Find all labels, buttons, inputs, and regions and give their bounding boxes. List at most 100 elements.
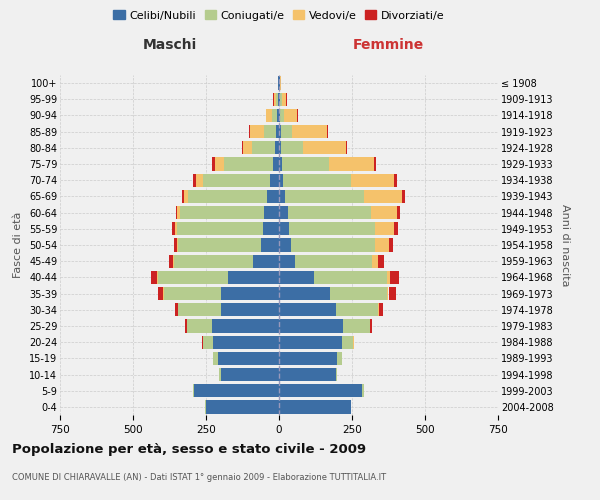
Text: Maschi: Maschi bbox=[142, 38, 197, 52]
Bar bbox=[188, 190, 268, 203]
Bar bbox=[288, 206, 371, 220]
Bar bbox=[364, 190, 401, 203]
Bar bbox=[158, 270, 228, 284]
Bar bbox=[187, 320, 212, 332]
Bar bbox=[196, 174, 203, 187]
Bar bbox=[176, 206, 178, 220]
Bar bbox=[270, 174, 279, 187]
Bar bbox=[280, 109, 284, 122]
Bar bbox=[279, 141, 281, 154]
Bar bbox=[263, 222, 279, 235]
Bar bbox=[350, 400, 352, 413]
Bar bbox=[242, 141, 244, 154]
Bar bbox=[266, 109, 272, 122]
Bar bbox=[280, 92, 281, 106]
Bar bbox=[276, 125, 279, 138]
Bar bbox=[376, 238, 389, 252]
Bar bbox=[282, 158, 329, 170]
Bar bbox=[206, 400, 279, 413]
Bar bbox=[279, 400, 350, 413]
Bar bbox=[221, 287, 279, 300]
Bar bbox=[336, 368, 337, 381]
Bar bbox=[164, 287, 221, 300]
Bar bbox=[281, 141, 303, 154]
Y-axis label: Fasce di età: Fasce di età bbox=[13, 212, 23, 278]
Bar bbox=[389, 287, 396, 300]
Bar bbox=[275, 141, 279, 154]
Bar bbox=[169, 254, 173, 268]
Text: Popolazione per età, sesso e stato civile - 2009: Popolazione per età, sesso e stato civil… bbox=[12, 442, 366, 456]
Text: COMUNE DI CHIARAVALLE (AN) - Dati ISTAT 1° gennaio 2009 - Elaborazione TUTTITALI: COMUNE DI CHIARAVALLE (AN) - Dati ISTAT … bbox=[12, 472, 386, 482]
Bar bbox=[212, 158, 215, 170]
Bar bbox=[177, 222, 263, 235]
Bar bbox=[151, 270, 157, 284]
Bar bbox=[272, 109, 277, 122]
Bar bbox=[279, 287, 330, 300]
Bar bbox=[285, 190, 364, 203]
Bar bbox=[279, 206, 288, 220]
Bar bbox=[281, 125, 292, 138]
Bar bbox=[279, 336, 342, 349]
Bar bbox=[379, 303, 383, 316]
Bar bbox=[378, 303, 379, 316]
Bar bbox=[228, 270, 279, 284]
Bar bbox=[177, 238, 178, 252]
Bar bbox=[290, 238, 376, 252]
Bar bbox=[174, 254, 253, 268]
Bar bbox=[283, 174, 350, 187]
Bar bbox=[214, 336, 279, 349]
Bar bbox=[279, 125, 281, 138]
Bar bbox=[337, 352, 342, 365]
Bar bbox=[250, 125, 265, 138]
Bar bbox=[279, 320, 343, 332]
Bar bbox=[389, 238, 393, 252]
Bar bbox=[370, 320, 371, 332]
Bar bbox=[350, 174, 394, 187]
Bar bbox=[180, 206, 265, 220]
Bar bbox=[182, 190, 184, 203]
Bar bbox=[219, 368, 221, 381]
Bar bbox=[362, 384, 364, 398]
Bar bbox=[276, 92, 278, 106]
Bar bbox=[221, 368, 279, 381]
Bar bbox=[244, 141, 252, 154]
Bar bbox=[280, 76, 281, 90]
Bar bbox=[279, 92, 280, 106]
Bar bbox=[279, 270, 314, 284]
Bar bbox=[262, 238, 279, 252]
Bar bbox=[279, 174, 283, 187]
Bar bbox=[178, 303, 221, 316]
Bar bbox=[292, 125, 326, 138]
Bar bbox=[205, 400, 206, 413]
Bar bbox=[279, 352, 337, 365]
Bar bbox=[279, 254, 295, 268]
Bar bbox=[203, 174, 270, 187]
Bar bbox=[193, 384, 194, 398]
Bar bbox=[194, 384, 279, 398]
Bar bbox=[277, 109, 279, 122]
Bar bbox=[273, 158, 279, 170]
Bar bbox=[214, 352, 218, 365]
Bar bbox=[394, 222, 398, 235]
Bar bbox=[278, 92, 279, 106]
Bar bbox=[371, 206, 397, 220]
Bar bbox=[376, 222, 394, 235]
Bar bbox=[336, 303, 378, 316]
Bar bbox=[268, 190, 279, 203]
Bar bbox=[203, 336, 214, 349]
Bar bbox=[387, 270, 390, 284]
Bar bbox=[330, 287, 387, 300]
Bar bbox=[279, 109, 280, 122]
Bar bbox=[401, 190, 404, 203]
Bar bbox=[289, 222, 376, 235]
Bar bbox=[279, 158, 282, 170]
Bar bbox=[279, 303, 336, 316]
Bar bbox=[279, 384, 362, 398]
Bar bbox=[212, 320, 279, 332]
Bar bbox=[178, 238, 262, 252]
Bar bbox=[184, 190, 188, 203]
Bar bbox=[279, 368, 336, 381]
Bar bbox=[178, 206, 180, 220]
Bar bbox=[314, 270, 387, 284]
Bar bbox=[343, 320, 370, 332]
